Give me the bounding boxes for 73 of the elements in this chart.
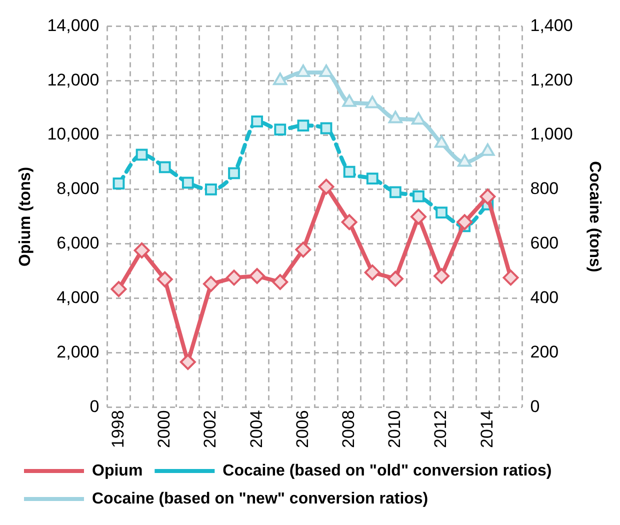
y2-tick-label: 600 bbox=[530, 234, 559, 253]
point bbox=[343, 166, 356, 178]
y-tick-label: 10,000 bbox=[47, 124, 100, 144]
x-tick-label: 2012 bbox=[431, 410, 450, 448]
point bbox=[366, 172, 378, 185]
point bbox=[112, 178, 125, 190]
point bbox=[389, 186, 402, 198]
x-tick-label: 2006 bbox=[292, 410, 312, 448]
y-tick-label: 0 bbox=[90, 396, 100, 416]
point bbox=[249, 268, 266, 284]
point bbox=[295, 242, 312, 258]
y-tick-label: 4,000 bbox=[56, 288, 100, 308]
point bbox=[456, 214, 473, 230]
point bbox=[388, 110, 402, 124]
point bbox=[320, 122, 332, 134]
y-axis-title: Opium (tons) bbox=[17, 166, 34, 266]
point bbox=[136, 148, 148, 161]
point bbox=[364, 264, 380, 280]
y2-tick-label: 1,400 bbox=[530, 16, 573, 35]
x-tick-label: 2008 bbox=[339, 410, 358, 448]
point bbox=[365, 96, 380, 108]
y2-tick-label: 400 bbox=[530, 288, 559, 308]
point bbox=[480, 143, 495, 156]
y2-tick-label: 800 bbox=[530, 179, 559, 198]
y2-tick-label: 200 bbox=[530, 342, 559, 362]
y2-axis-title: Cocaine (tons) bbox=[586, 161, 603, 272]
x-tick-label: 2002 bbox=[200, 410, 220, 448]
point bbox=[502, 270, 519, 286]
y-tick-label: 6,000 bbox=[56, 234, 100, 253]
point bbox=[180, 354, 196, 370]
point bbox=[387, 270, 404, 287]
point bbox=[274, 124, 286, 136]
point bbox=[272, 274, 288, 290]
point bbox=[412, 190, 424, 202]
x-tick-label: 2000 bbox=[154, 410, 174, 448]
point bbox=[436, 206, 448, 219]
point bbox=[434, 135, 449, 148]
point bbox=[134, 242, 150, 258]
x-tick-label: 1998 bbox=[108, 410, 128, 448]
point bbox=[480, 188, 496, 205]
y2-tick-label: 1,000 bbox=[530, 124, 573, 144]
point bbox=[205, 184, 217, 196]
y2-tick-label: 0 bbox=[530, 396, 540, 416]
point bbox=[110, 281, 127, 298]
point bbox=[341, 214, 358, 230]
point bbox=[251, 115, 264, 128]
y-tick-label: 8,000 bbox=[56, 179, 100, 198]
point bbox=[182, 176, 194, 189]
x-tick-label: 2004 bbox=[246, 410, 266, 448]
point bbox=[202, 276, 219, 292]
x-tick-label: 2010 bbox=[385, 410, 404, 448]
point bbox=[228, 167, 240, 180]
point bbox=[297, 120, 310, 132]
point bbox=[434, 268, 450, 284]
point bbox=[158, 161, 171, 174]
y2-tick-label: 1,200 bbox=[530, 70, 573, 90]
point bbox=[410, 208, 426, 225]
point bbox=[296, 64, 310, 77]
point bbox=[342, 94, 356, 107]
legend-label: Cocaine (based on "old" conversion ratios) bbox=[222, 462, 552, 480]
y-tick-label: 14,000 bbox=[47, 16, 100, 35]
y-tick-label: 2,000 bbox=[56, 342, 100, 362]
point bbox=[156, 271, 173, 288]
x-tick-label: 2014 bbox=[477, 410, 496, 448]
point bbox=[458, 154, 472, 167]
point bbox=[226, 270, 242, 286]
point bbox=[319, 64, 334, 77]
point bbox=[273, 72, 288, 86]
legend-label: Cocaine (based on "new" conversion ratios) bbox=[92, 490, 428, 508]
legend-label: Opium bbox=[92, 462, 143, 480]
point bbox=[411, 112, 426, 125]
point bbox=[318, 178, 334, 195]
y-tick-label: 12,000 bbox=[47, 70, 100, 90]
